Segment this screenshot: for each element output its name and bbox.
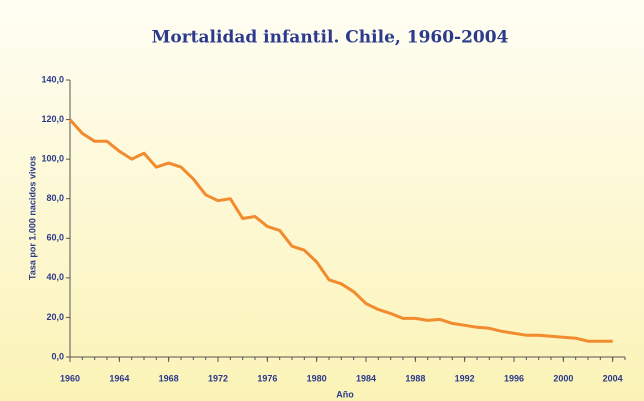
y-tick-label: 100,0	[41, 154, 64, 164]
y-tick-label: 140,0	[41, 74, 64, 84]
y-tick-label: 0,0	[51, 351, 64, 361]
x-tick-label: 1964	[109, 373, 129, 383]
y-tick-label: 80,0	[46, 193, 64, 203]
x-tick-label: 1980	[307, 373, 327, 383]
chart-title: Mortalidad infantil. Chile, 1960-2004	[152, 28, 509, 48]
x-tick-label: 2004	[603, 373, 623, 383]
y-axis-label: Tasa por 1.000 nacidos vivos	[27, 156, 37, 280]
y-tick-label: 40,0	[46, 272, 64, 282]
x-tick-label: 1976	[257, 373, 277, 383]
y-tick-label: 20,0	[46, 312, 64, 322]
x-tick-label: 1988	[405, 373, 425, 383]
x-tick-label: 1972	[208, 373, 228, 383]
x-tick-label: 2000	[553, 373, 573, 383]
x-tick-label: 1984	[356, 373, 376, 383]
x-tick-label: 1968	[159, 373, 179, 383]
y-tick-label: 60,0	[46, 233, 64, 243]
x-axis-label: Año	[336, 389, 354, 399]
x-tick-label: 1996	[504, 373, 524, 383]
x-tick-label: 1992	[455, 373, 475, 383]
x-tick-label: 1960	[60, 373, 80, 383]
data-line	[68, 118, 613, 343]
y-tick-label: 120,0	[41, 114, 64, 124]
